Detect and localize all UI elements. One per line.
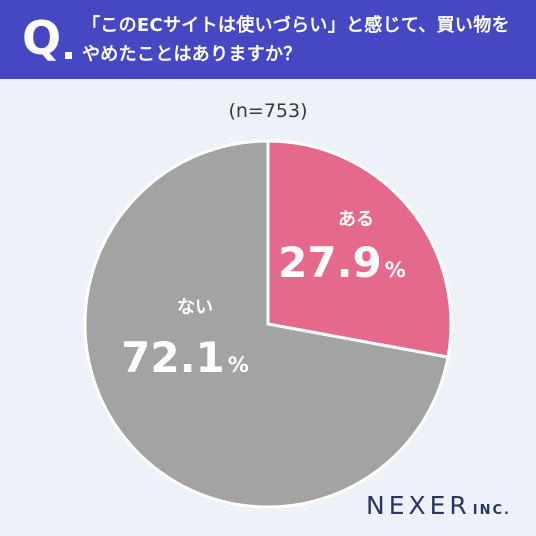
logo-text: NEXER	[366, 491, 471, 520]
slice-label-0: ある	[338, 209, 374, 230]
sample-size-label: (n=753)	[228, 100, 308, 122]
question-line-1: 「このECサイトは使いづらい」と感じて、買い物を	[82, 15, 510, 36]
slice-value-unit-1: %	[228, 353, 249, 377]
slice-value-number-0: 27.9	[278, 238, 382, 287]
slice-value-number-1: 72.1	[121, 333, 225, 382]
slice-value-unit-0: %	[385, 258, 406, 282]
question-banner: Q 「このECサイトは使いづらい」と感じて、買い物を やめたことはありますか？	[0, 0, 536, 79]
question-line-2: やめたことはありますか？	[82, 44, 302, 65]
logo-suffix: INC.	[472, 503, 511, 518]
slice-label-1: ない	[177, 297, 213, 318]
q-icon: Q	[22, 11, 62, 65]
pie-slice-1	[83, 139, 450, 509]
slice-value-1: 72.1%	[121, 333, 249, 382]
pie-slice-0	[266, 139, 453, 359]
question-text: 「このECサイトは使いづらい」と感じて、買い物を やめたことはありますか？	[82, 11, 527, 69]
nexer-logo: NEXER INC.	[366, 491, 511, 520]
q-dot	[65, 52, 72, 59]
slice-value-0: 27.9%	[278, 238, 406, 287]
